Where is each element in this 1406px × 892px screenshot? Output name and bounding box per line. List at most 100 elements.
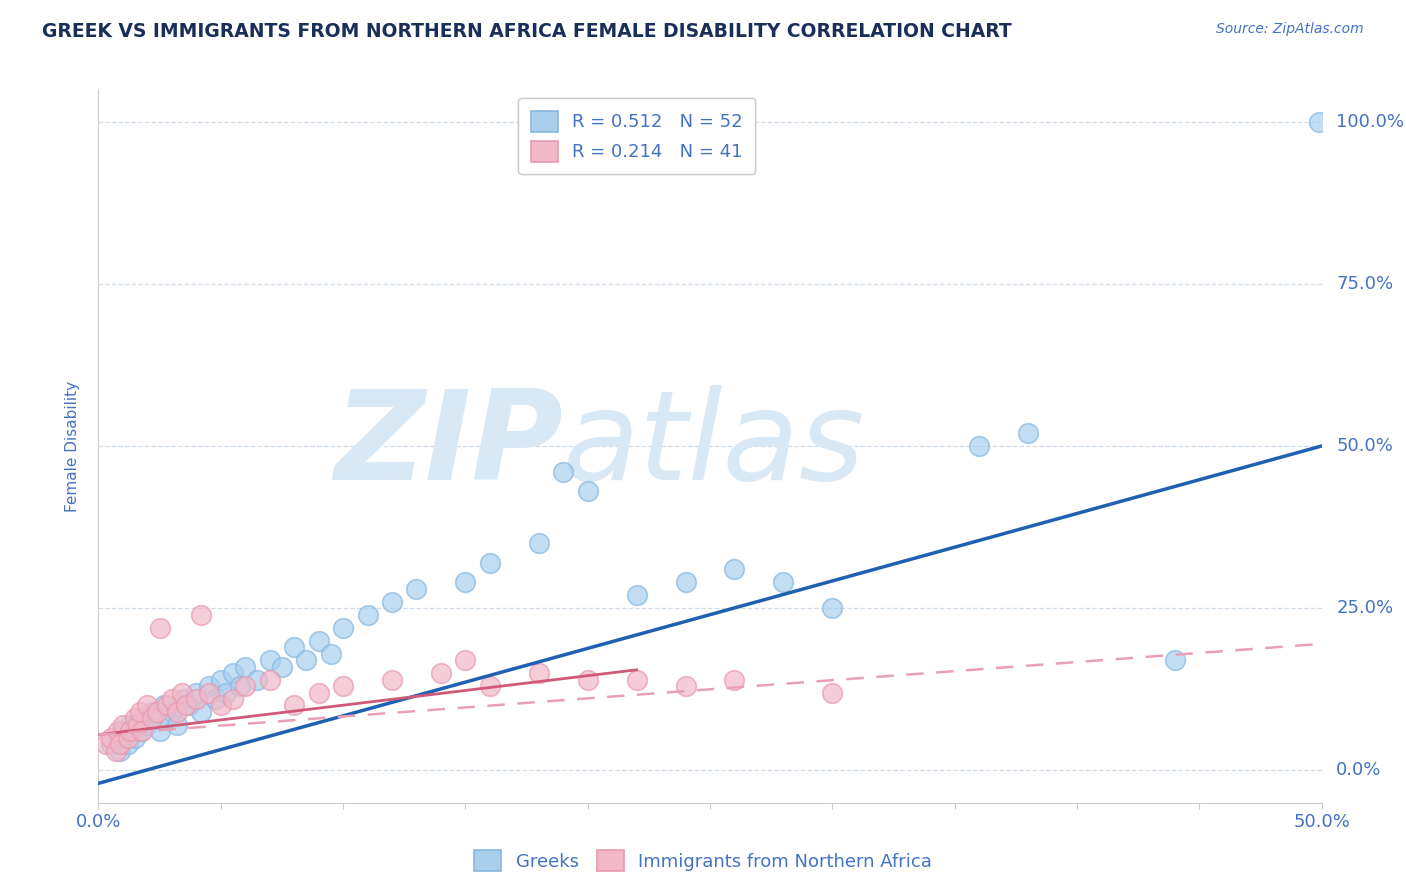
Point (626, 588, 648, 602)
Point (149, 621, 172, 635)
Point (166, 718, 188, 732)
Point (527, 536, 550, 550)
Point (94, 738, 117, 752)
Text: ZIP: ZIP (335, 385, 564, 507)
Point (967, 439, 990, 453)
Point (454, 653, 477, 667)
Point (127, 718, 149, 732)
Point (124, 711, 146, 725)
Point (136, 718, 159, 732)
Point (723, 673, 745, 687)
Point (553, 465, 575, 479)
Point (129, 724, 152, 739)
Point (478, 679, 501, 693)
Point (160, 692, 183, 706)
Point (107, 731, 129, 745)
Point (177, 698, 200, 713)
Point (319, 647, 342, 661)
Point (170, 685, 193, 699)
Point (356, 607, 378, 622)
Text: Source: ZipAtlas.com: Source: ZipAtlas.com (1216, 22, 1364, 37)
Text: atlas: atlas (564, 385, 865, 507)
Point (197, 679, 219, 693)
Point (120, 724, 142, 739)
Point (136, 698, 159, 713)
Point (233, 659, 256, 673)
Point (381, 595, 404, 609)
Point (156, 711, 179, 725)
Point (576, 484, 599, 499)
Point (478, 556, 501, 570)
Text: 0.0%: 0.0% (1336, 762, 1382, 780)
Point (283, 640, 305, 654)
Point (120, 718, 142, 732)
Point (110, 744, 132, 758)
Point (173, 692, 195, 706)
Point (205, 692, 228, 706)
Legend: Greeks, Immigrants from Northern Africa: Greeks, Immigrants from Northern Africa (467, 843, 939, 879)
Point (149, 724, 172, 739)
Point (430, 666, 453, 681)
Text: 100.0%: 100.0% (1336, 112, 1405, 130)
Point (454, 575, 477, 590)
Point (107, 724, 129, 739)
Text: 25.0%: 25.0% (1336, 599, 1393, 617)
Point (270, 659, 294, 673)
Text: 50.0%: 50.0% (1336, 437, 1393, 455)
Point (772, 575, 794, 590)
Point (214, 685, 236, 699)
Point (146, 705, 169, 719)
Point (104, 744, 127, 758)
Point (723, 562, 745, 576)
Point (186, 692, 208, 706)
Point (222, 666, 245, 681)
Point (176, 698, 198, 713)
Point (160, 705, 183, 719)
Text: 75.0%: 75.0% (1336, 275, 1393, 293)
Point (626, 673, 648, 687)
Point (821, 601, 844, 615)
Point (527, 666, 550, 681)
Point (100, 738, 122, 752)
Point (100, 731, 122, 745)
Point (675, 575, 697, 590)
Legend: R = 0.512   N = 52, R = 0.214   N = 41: R = 0.512 N = 52, R = 0.214 N = 41 (517, 98, 755, 174)
Point (821, 685, 844, 699)
Point (186, 685, 208, 699)
Text: GREEK VS IMMIGRANTS FROM NORTHERN AFRICA FEMALE DISABILITY CORRELATION CHART: GREEK VS IMMIGRANTS FROM NORTHERN AFRICA… (42, 22, 1012, 41)
Point (405, 582, 427, 596)
Point (222, 692, 245, 706)
Point (308, 685, 330, 699)
Point (229, 679, 252, 693)
Point (166, 705, 188, 719)
Point (308, 633, 330, 648)
Point (156, 698, 179, 713)
Point (190, 705, 212, 719)
Point (131, 724, 153, 739)
Point (141, 705, 163, 719)
Point (1308, 114, 1330, 128)
Point (209, 698, 232, 713)
Point (124, 731, 146, 745)
Point (209, 673, 232, 687)
Point (259, 673, 281, 687)
Point (190, 607, 212, 622)
Point (283, 698, 305, 713)
Point (129, 705, 152, 719)
Point (1017, 425, 1039, 440)
Point (111, 724, 134, 739)
Point (332, 621, 354, 635)
Point (295, 653, 318, 667)
Point (332, 679, 354, 693)
Point (675, 679, 697, 693)
Point (259, 653, 281, 667)
Point (233, 679, 256, 693)
Point (110, 738, 132, 752)
Y-axis label: Female Disability: Female Disability (65, 380, 80, 512)
Point (111, 718, 134, 732)
Point (197, 685, 219, 699)
Point (117, 738, 139, 752)
Point (131, 711, 153, 725)
Point (117, 731, 139, 745)
Point (153, 698, 176, 713)
